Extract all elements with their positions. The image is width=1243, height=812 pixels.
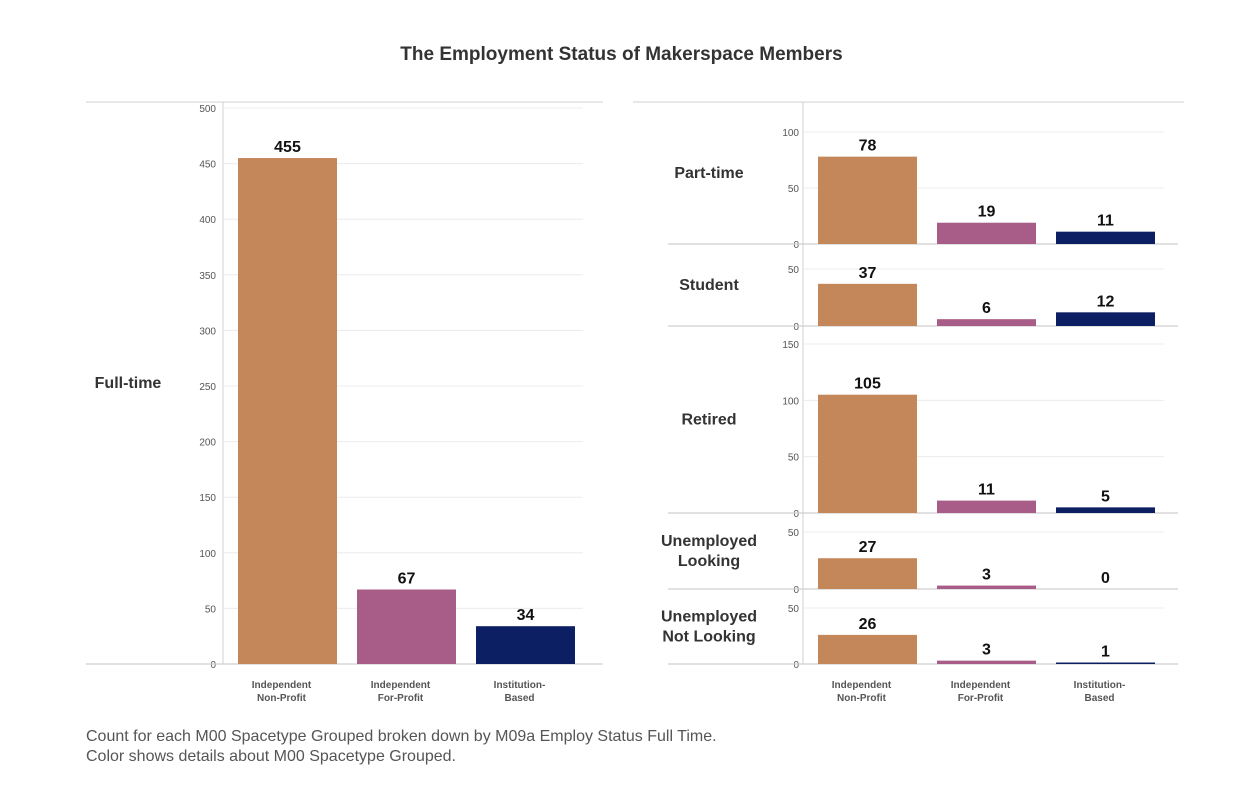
data-label: 27 xyxy=(859,539,877,556)
x-category-label: Independent xyxy=(951,680,1011,691)
x-category-label: Independent xyxy=(371,680,431,691)
y-tick-label: 0 xyxy=(793,240,799,251)
bar-unemployed-not-looking-2 xyxy=(937,660,1036,664)
y-tick-label: 100 xyxy=(782,128,799,139)
x-category-label: For-Profit xyxy=(378,693,424,704)
data-label: 3 xyxy=(982,642,991,659)
x-category-label: Non-Profit xyxy=(257,693,307,704)
bar-student-2 xyxy=(937,319,1036,326)
x-category-label: Independent xyxy=(832,680,892,691)
bar-unemployed-looking-1 xyxy=(818,558,917,589)
bar-retired-1 xyxy=(818,394,917,513)
data-label: 5 xyxy=(1101,488,1110,505)
x-category-label: Non-Profit xyxy=(837,693,887,704)
row-label-retired: Retired xyxy=(681,412,736,429)
row-label-part-time: Part-time xyxy=(674,165,743,182)
row-label-unemployed-not-looking: Unemployed xyxy=(661,609,757,626)
bar-retired-2 xyxy=(937,500,1036,513)
bar-unemployed-not-looking-1 xyxy=(818,634,917,664)
x-category-label: For-Profit xyxy=(958,693,1004,704)
bar-full-time-2 xyxy=(357,589,456,664)
bar-retired-3 xyxy=(1056,507,1155,513)
bar-student-1 xyxy=(818,283,917,326)
data-label: 1 xyxy=(1101,644,1110,661)
y-tick-label: 500 xyxy=(199,104,216,115)
y-tick-label: 450 xyxy=(199,160,216,171)
x-category-label: Independent xyxy=(252,680,312,691)
y-tick-label: 150 xyxy=(199,493,216,504)
data-label: 3 xyxy=(982,567,991,584)
row-label-unemployed-looking: Looking xyxy=(678,553,740,570)
y-tick-label: 50 xyxy=(788,604,800,615)
y-tick-label: 0 xyxy=(210,660,216,671)
data-label: 11 xyxy=(978,482,995,499)
y-tick-label: 0 xyxy=(793,585,799,596)
x-category-label: Based xyxy=(504,693,534,704)
x-category-label: Institution- xyxy=(494,680,546,691)
data-label: 34 xyxy=(517,607,535,624)
x-category-label: Based xyxy=(1084,693,1114,704)
data-label: 6 xyxy=(982,300,991,317)
footnote-line-2: Color shows details about M00 Spacetype … xyxy=(86,748,456,765)
y-tick-label: 50 xyxy=(788,184,800,195)
y-tick-label: 400 xyxy=(199,215,216,226)
y-tick-label: 300 xyxy=(199,326,216,337)
chart-title: The Employment Status of Makerspace Memb… xyxy=(400,44,843,65)
x-category-label: Institution- xyxy=(1074,680,1126,691)
row-label-unemployed-not-looking: Not Looking xyxy=(662,629,755,646)
row-label-student: Student xyxy=(679,277,739,294)
y-tick-label: 350 xyxy=(199,271,216,282)
data-label: 67 xyxy=(398,570,416,587)
y-tick-label: 50 xyxy=(205,604,217,615)
bar-student-3 xyxy=(1056,312,1155,326)
data-label: 26 xyxy=(859,616,877,633)
data-label: 19 xyxy=(978,204,996,221)
data-label: 78 xyxy=(859,138,877,155)
data-label: 0 xyxy=(1101,570,1110,587)
data-label: 455 xyxy=(274,139,301,156)
y-tick-label: 100 xyxy=(199,549,216,560)
y-tick-label: 50 xyxy=(788,453,800,464)
footnote: Count for each M00 Spacetype Grouped bro… xyxy=(86,727,717,767)
row-label-unemployed-looking: Unemployed xyxy=(661,533,757,550)
bar-part-time-3 xyxy=(1056,231,1155,244)
y-tick-label: 100 xyxy=(782,396,799,407)
y-tick-label: 0 xyxy=(793,660,799,671)
bar-part-time-2 xyxy=(937,222,1036,244)
footnote-line-1: Count for each M00 Spacetype Grouped bro… xyxy=(86,728,717,745)
data-label: 105 xyxy=(854,376,881,393)
y-tick-label: 250 xyxy=(199,382,216,393)
bar-unemployed-not-looking-3 xyxy=(1056,662,1155,664)
row-label-full-time: Full-time xyxy=(95,375,162,392)
y-tick-label: 0 xyxy=(793,509,799,520)
data-label: 12 xyxy=(1097,293,1115,310)
bar-part-time-1 xyxy=(818,156,917,244)
y-tick-label: 50 xyxy=(788,265,800,276)
y-tick-label: 50 xyxy=(788,528,800,539)
data-label: 37 xyxy=(859,265,877,282)
bar-full-time-3 xyxy=(476,626,575,664)
bar-unemployed-looking-2 xyxy=(937,585,1036,589)
data-label: 11 xyxy=(1097,213,1114,230)
y-tick-label: 200 xyxy=(199,438,216,449)
y-tick-label: 150 xyxy=(782,340,799,351)
y-tick-label: 0 xyxy=(793,322,799,333)
bar-full-time-1 xyxy=(238,158,337,665)
